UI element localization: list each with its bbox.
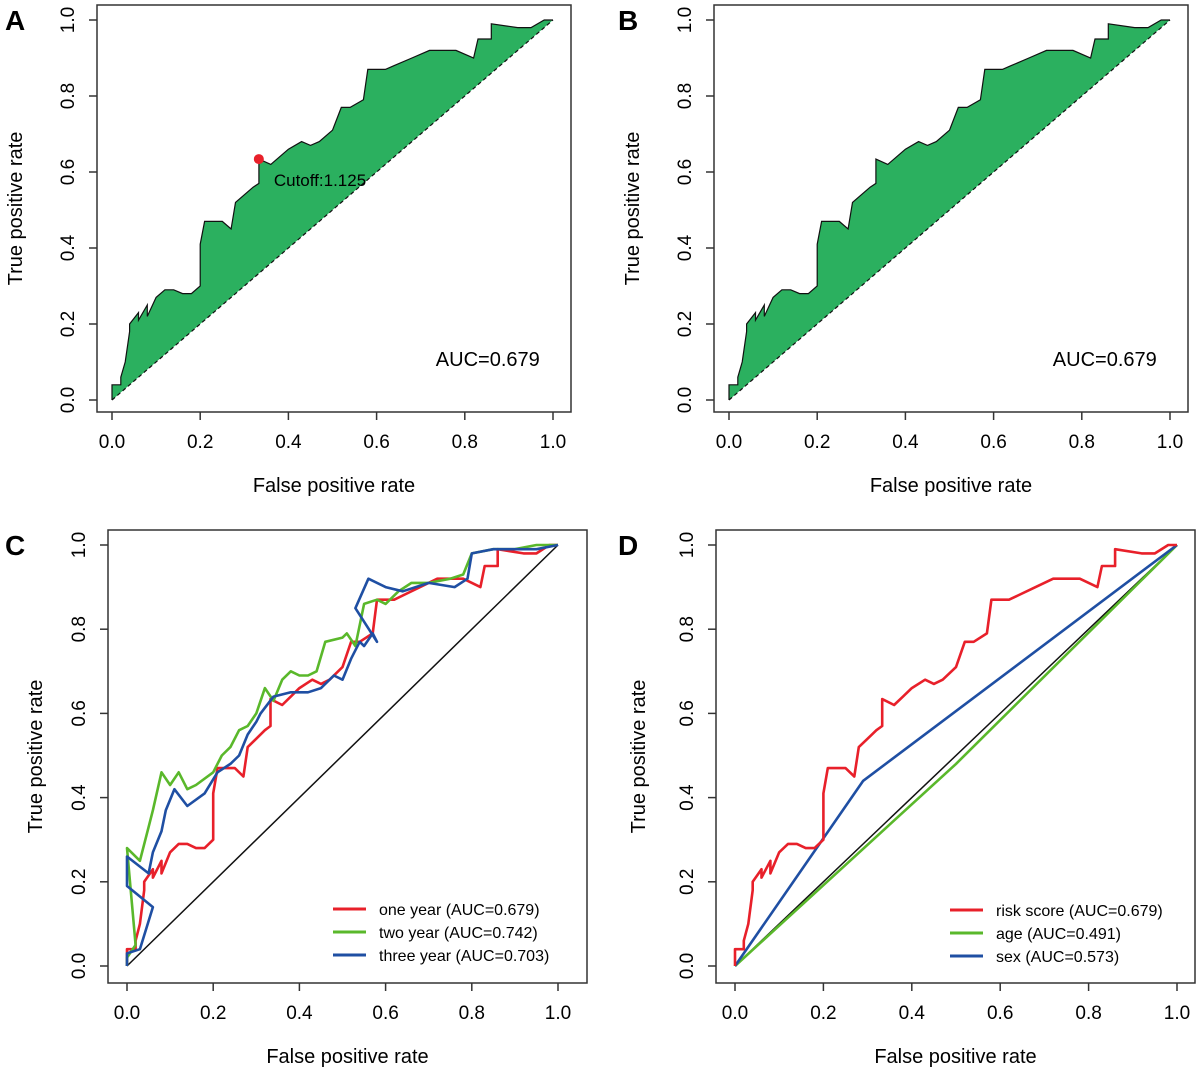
diagonal-reference — [111, 19, 554, 401]
legend-label: two year (AUC=0.742) — [379, 925, 538, 942]
plot-frame — [713, 4, 1189, 413]
x-tick-label: 0.8 — [1069, 432, 1095, 453]
y-tick-label: 0.6 — [677, 700, 698, 726]
panel-letter: C — [5, 530, 25, 561]
x-axis-label: False positive rate — [253, 475, 415, 497]
x-tick-label: 0.8 — [459, 1003, 485, 1024]
auc-annotation: AUC=0.679 — [1053, 349, 1157, 371]
x-tick-label: 0.4 — [899, 1003, 926, 1024]
y-tick-label: 1.0 — [675, 7, 696, 33]
legend-label: three year (AUC=0.703) — [379, 948, 549, 965]
x-tick-label: 0.0 — [99, 432, 125, 453]
y-axis-label: True positive rate — [25, 680, 47, 834]
panel-D: D 0.0 0.0 0.2 0.2 0.4 0.4 0.6 0.6 0.8 0.8 1.0 1.0 Fal… — [618, 529, 1196, 1068]
y-tick-label: 0.6 — [69, 700, 90, 726]
y-axis-label: True positive rate — [622, 132, 644, 286]
plot-frame — [107, 529, 588, 984]
roc-curve — [728, 19, 1170, 400]
x-tick-label: 0.4 — [275, 432, 302, 453]
y-tick-label: 0.0 — [69, 953, 90, 979]
x-axis-label: False positive rate — [874, 1046, 1036, 1068]
x-tick-label: 0.2 — [187, 432, 213, 453]
y-tick-label: 0.0 — [677, 953, 698, 979]
auc-annotation: AUC=0.679 — [436, 349, 540, 371]
y-tick-label: 0.2 — [69, 869, 90, 895]
x-tick-label: 0.2 — [804, 432, 830, 453]
y-tick-label: 0.4 — [675, 234, 696, 261]
panel-letter: B — [618, 5, 638, 36]
x-tick-label: 0.8 — [452, 432, 478, 453]
x-tick-label: 0.0 — [114, 1003, 140, 1024]
y-tick-label: 0.2 — [677, 869, 698, 895]
y-tick-label: 0.8 — [677, 616, 698, 642]
panel-A: A 0.0 0.0 0.2 0.2 0.4 0.4 0.6 0.6 0.8 0.8 1.0 1.0 Fal… — [5, 4, 572, 497]
legend-label: one year (AUC=0.679) — [379, 902, 540, 919]
series-line — [734, 544, 1178, 967]
roc-curve — [111, 19, 553, 400]
x-tick-label: 0.0 — [716, 432, 742, 453]
panel-letter: D — [618, 530, 638, 561]
y-tick-label: 0.4 — [69, 784, 90, 811]
y-tick-label: 0.2 — [675, 311, 696, 337]
x-tick-label: 0.6 — [363, 432, 389, 453]
y-tick-label: 0.0 — [675, 387, 696, 413]
legend-label: sex (AUC=0.573) — [996, 949, 1119, 966]
y-tick-label: 0.4 — [677, 784, 698, 811]
x-axis-label: False positive rate — [266, 1046, 428, 1068]
x-tick-label: 0.0 — [722, 1003, 748, 1024]
series-line — [733, 543, 1177, 966]
x-tick-label: 0.6 — [987, 1003, 1013, 1024]
panel-C: C 0.0 0.0 0.2 0.2 0.4 0.4 0.6 0.6 0.8 0.8 1.0 1.0 Fal… — [5, 529, 588, 1068]
y-axis-label: True positive rate — [5, 132, 27, 286]
y-tick-label: 1.0 — [58, 7, 79, 33]
x-tick-label: 0.2 — [200, 1003, 226, 1024]
y-tick-label: 1.0 — [677, 532, 698, 558]
x-tick-label: 0.4 — [892, 432, 919, 453]
x-axis-label: False positive rate — [870, 475, 1032, 497]
y-tick-label: 0.4 — [58, 234, 79, 261]
series-line — [125, 543, 559, 966]
legend-label: age (AUC=0.491) — [996, 926, 1121, 943]
y-tick-label: 0.6 — [675, 159, 696, 185]
legend-label: risk score (AUC=0.679) — [996, 903, 1163, 920]
x-tick-label: 1.0 — [1164, 1003, 1190, 1024]
cutoff-label: Cutoff:1.125 — [274, 171, 366, 190]
x-tick-label: 0.4 — [286, 1003, 313, 1024]
y-tick-label: 0.8 — [69, 616, 90, 642]
y-tick-label: 1.0 — [69, 532, 90, 558]
diagonal-reference — [734, 544, 1178, 967]
x-tick-label: 1.0 — [1157, 432, 1183, 453]
x-tick-label: 0.6 — [372, 1003, 398, 1024]
plot-frame — [96, 4, 572, 413]
y-tick-label: 0.2 — [58, 311, 79, 337]
y-axis-label: True positive rate — [628, 680, 650, 834]
series-line — [125, 543, 558, 966]
y-tick-label: 0.6 — [58, 159, 79, 185]
panel-letter: A — [5, 5, 25, 36]
diagonal-reference — [728, 19, 1171, 401]
y-tick-label: 0.8 — [58, 83, 79, 109]
x-tick-label: 1.0 — [540, 432, 566, 453]
series-line — [733, 543, 1178, 967]
x-tick-label: 0.6 — [980, 432, 1006, 453]
y-tick-label: 0.8 — [675, 83, 696, 109]
y-tick-label: 0.0 — [58, 387, 79, 413]
diagonal-reference — [126, 544, 559, 967]
cutoff-point — [253, 154, 264, 165]
x-tick-label: 1.0 — [545, 1003, 571, 1024]
plot-frame — [715, 529, 1196, 984]
x-tick-label: 0.8 — [1075, 1003, 1101, 1024]
panel-B: B 0.0 0.0 0.2 0.2 0.4 0.4 0.6 0.6 0.8 0.8 1.0 1.0 Fal… — [618, 4, 1189, 497]
x-tick-label: 0.2 — [810, 1003, 836, 1024]
